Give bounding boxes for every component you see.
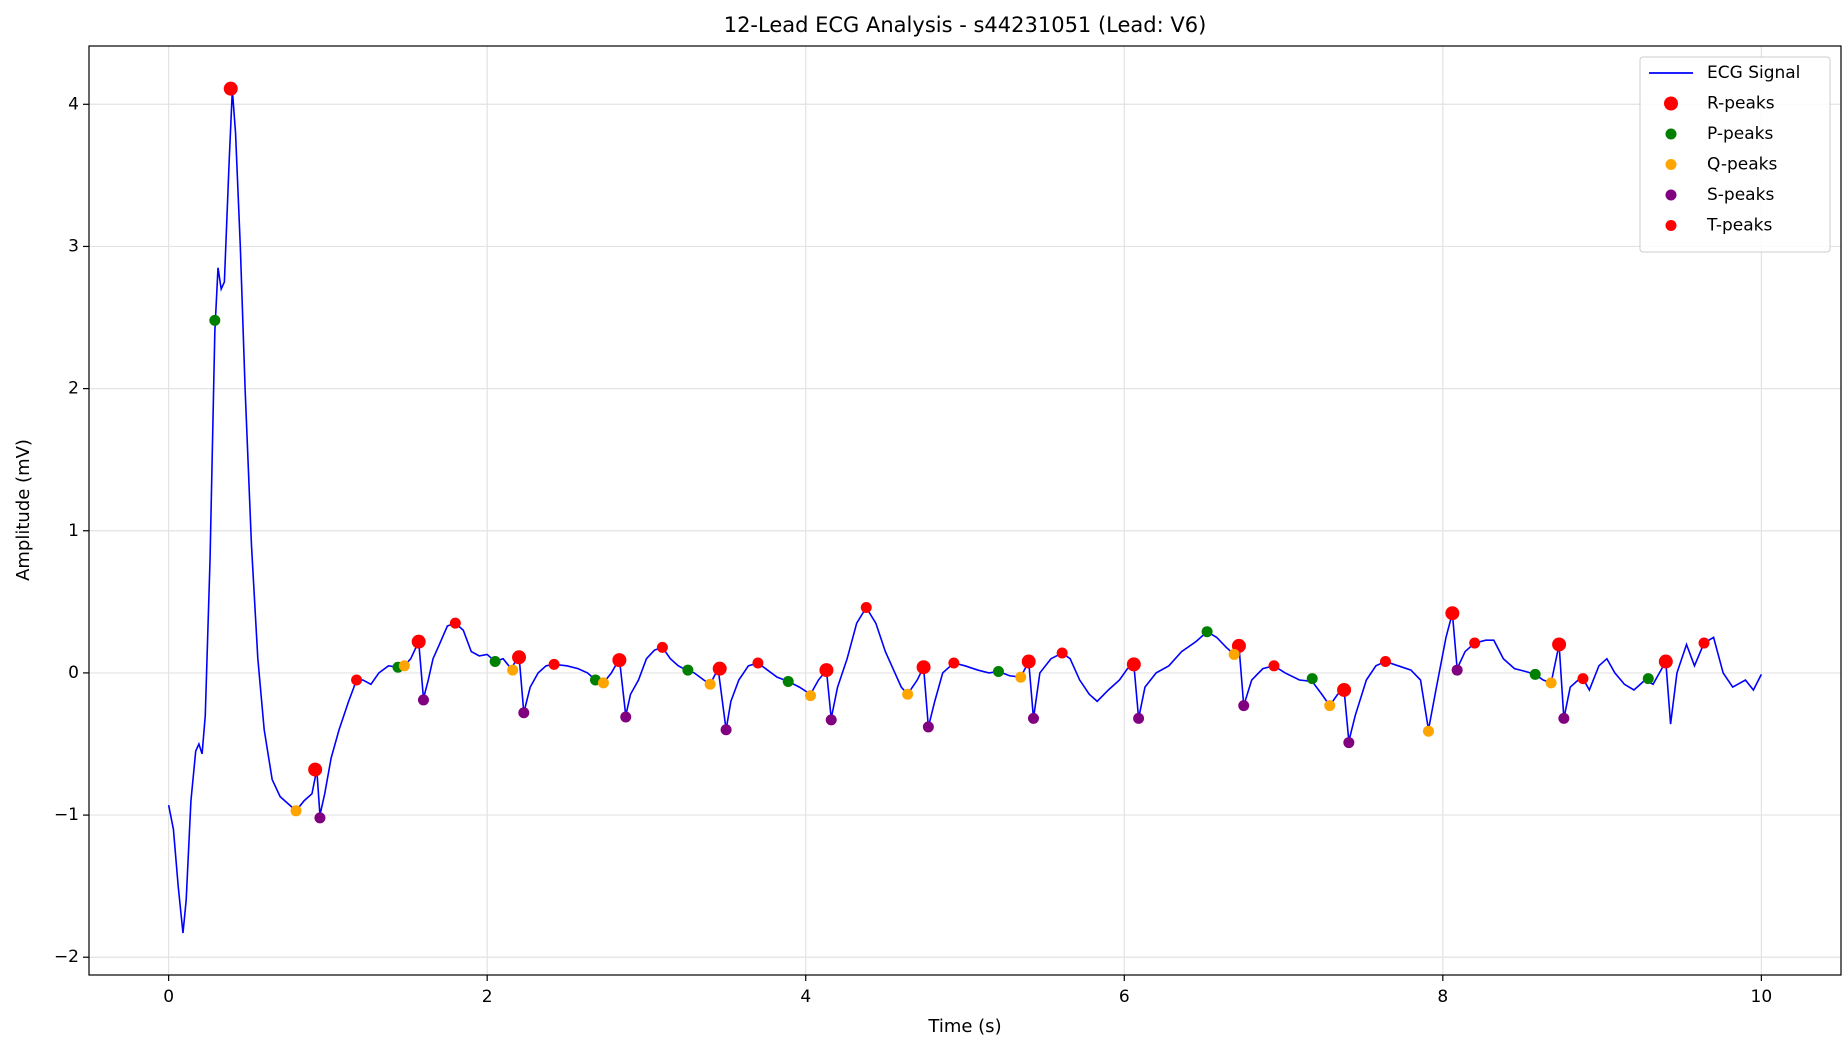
peak-marker <box>1552 637 1567 652</box>
peak-marker <box>507 664 519 676</box>
x-tick-label: 10 <box>1751 987 1773 1007</box>
peak-marker <box>1451 664 1463 676</box>
peak-marker <box>308 762 323 777</box>
x-tick-label: 8 <box>1437 987 1448 1007</box>
legend-box <box>1639 56 1831 253</box>
peak-marker <box>612 653 627 668</box>
peak-marker <box>1337 682 1352 697</box>
peak-marker <box>1545 677 1557 689</box>
peak-marker <box>1469 637 1481 649</box>
peak-marker <box>417 694 429 706</box>
legend-swatch <box>1665 189 1677 201</box>
peak-marker <box>548 658 560 670</box>
peak-marker <box>1642 673 1654 685</box>
peak-marker <box>916 660 931 675</box>
peak-marker <box>1027 712 1039 724</box>
legend-swatch <box>1665 159 1677 170</box>
y-tick-label: 0 <box>68 663 79 683</box>
y-tick-label: 3 <box>68 236 79 256</box>
y-tick-label: 2 <box>68 379 79 399</box>
peak-marker <box>1015 671 1027 683</box>
peak-marker <box>398 660 410 672</box>
peak-marker <box>1228 648 1240 660</box>
x-tick-label: 0 <box>163 987 174 1007</box>
plot-frame <box>88 45 1842 976</box>
peak-marker <box>712 661 727 676</box>
peak-marker <box>223 81 238 96</box>
peak-marker <box>704 678 716 690</box>
peak-marker <box>1698 637 1710 649</box>
y-axis-label: Amplitude (mV) <box>13 439 34 581</box>
legend-swatch <box>1664 96 1678 111</box>
peak-marker <box>351 674 363 686</box>
peak-marker <box>449 617 461 629</box>
peak-marker <box>620 711 632 723</box>
peak-marker <box>1529 668 1541 680</box>
peak-marker <box>1343 737 1355 749</box>
legend: ECG Signal R-peaks P-peaks Q-peaks S-peaks T-… <box>1639 56 1831 253</box>
legend-label: S-peaks <box>1707 185 1774 205</box>
peak-marker <box>1445 606 1460 621</box>
peak-marker <box>805 690 817 702</box>
peak-marker <box>1577 673 1589 685</box>
legend-label: R-peaks <box>1707 94 1775 114</box>
y-tick-label: 1 <box>68 521 79 541</box>
peak-marker <box>314 812 326 824</box>
peak-marker <box>411 634 426 649</box>
y-tick-label: −2 <box>54 947 79 967</box>
y-tick-label: 4 <box>68 94 79 114</box>
peak-marker <box>1306 673 1318 685</box>
peak-marker <box>1201 626 1213 638</box>
legend-label: T-peaks <box>1706 216 1772 236</box>
x-axis-label: Time (s) <box>927 1016 1001 1037</box>
peak-marker <box>597 677 609 689</box>
peak-marker <box>1126 657 1141 672</box>
x-tick-label: 2 <box>482 987 493 1007</box>
peak-marker <box>1133 712 1145 724</box>
peak-marker <box>1268 660 1280 672</box>
legend-label: P-peaks <box>1707 124 1774 144</box>
peak-marker <box>1324 700 1336 712</box>
peak-marker <box>1056 647 1068 659</box>
peak-marker <box>290 805 302 817</box>
peak-marker <box>819 663 834 678</box>
peak-marker <box>720 724 732 736</box>
peak-marker <box>992 665 1004 677</box>
peak-marker <box>860 602 872 614</box>
peak-marker <box>489 656 501 668</box>
peak-marker <box>209 314 221 326</box>
peak-marker <box>825 714 837 726</box>
peak-marker <box>656 641 668 653</box>
ecg-line <box>167 90 1763 934</box>
peak-marker <box>1422 725 1434 737</box>
legend-swatch <box>1665 220 1677 231</box>
legend-swatch <box>1665 128 1677 140</box>
peak-marker <box>682 664 694 676</box>
peak-marker <box>1238 700 1250 712</box>
peak-marker <box>948 657 960 669</box>
chart-title: 12-Lead ECG Analysis - s44231051 (Lead: … <box>724 13 1207 37</box>
peak-marker <box>1658 654 1673 669</box>
x-tick-label: 4 <box>800 987 811 1007</box>
peak-marker <box>782 675 794 687</box>
peak-marker <box>512 650 527 665</box>
peak-marker <box>1021 654 1036 669</box>
legend-label: Q-peaks <box>1707 155 1778 175</box>
peak-marker <box>1379 656 1391 668</box>
peak-marker <box>902 688 914 700</box>
legend-label: ECG Signal <box>1707 63 1800 83</box>
x-tick-label: 6 <box>1119 987 1130 1007</box>
peak-marker <box>518 707 530 719</box>
peak-marker <box>752 657 764 669</box>
peak-marker <box>922 721 934 733</box>
peak-marker <box>1558 712 1570 724</box>
y-tick-label: −1 <box>54 805 79 825</box>
